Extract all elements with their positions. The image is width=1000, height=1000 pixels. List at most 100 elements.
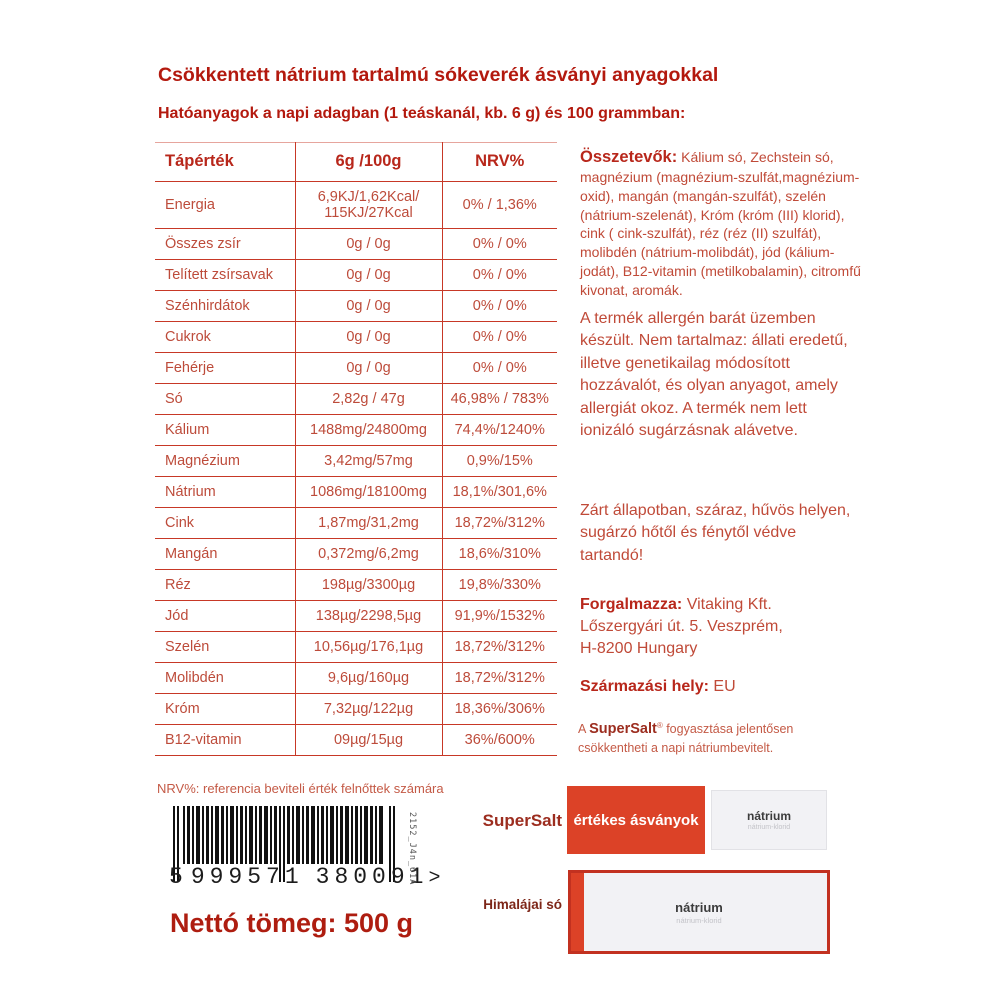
nutrient-amount: 0g / 0g [294,290,442,322]
nutrient-name: Réz [155,569,295,601]
claim-paragraph: A SuperSalt® fogyasztása jelentősen csök… [578,720,860,756]
table-row: Magnézium 3,42mg/57mg 0,9%/15% [155,445,557,477]
nutrient-amount: 138µg/2298,5µg [294,600,442,632]
table-row: Cukrok 0g / 0g 0% / 0% [155,321,557,353]
nutrient-amount: 1086mg/18100mg [294,476,442,508]
nutrient-name: Összes zsír [155,228,295,260]
registered-mark: ® [656,720,663,730]
table-header-row: Tápérték 6g /100g NRV% [155,142,557,182]
nutrient-nrv: 0,9%/15% [441,445,557,477]
nutrient-nrv: 0% / 0% [441,259,557,291]
table-row: Szénhirdátok 0g / 0g 0% / 0% [155,290,557,322]
barcode-side-code: 2152_J4n_61A [407,812,417,886]
col-header-nutrient: Tápérték [155,142,295,182]
nutrient-amount: 10,56µg/176,1µg [294,631,442,663]
nutrient-nrv: 18,72%/312% [441,631,557,663]
nutrient-amount: 0g / 0g [294,259,442,291]
comparison-minerals-box: értékes ásványok [567,786,705,854]
himalayan-box-main: nátrium [675,899,723,915]
nutrient-amount: 0g / 0g [294,352,442,384]
table-row: Jód 138µg/2298,5µg 91,9%/1532% [155,600,557,632]
nutrient-name: Króm [155,693,295,725]
page-subtitle: Hatóanyagok a napi adagban (1 teáskanál,… [158,105,686,122]
nutrient-name: Kálium [155,414,295,446]
nutrient-name: Molibdén [155,662,295,694]
table-row: Króm 7,32µg/122µg 18,36%/306% [155,693,557,725]
comparison-sodium-box-supersalt: nátrium nátrium-klorid [711,790,827,850]
nutrient-amount: 3,42mg/57mg [294,445,442,477]
nutrient-nrv: 74,4%/1240% [441,414,557,446]
nutrient-amount: 0,372mg/6,2mg [294,538,442,570]
nutrient-nrv: 91,9%/1532% [441,600,557,632]
col-header-nrv: NRV% [441,142,557,182]
minerals-strip [571,873,584,951]
page-title: Csökkentett nátrium tartalmú sókeverék á… [158,64,719,86]
col-header-amount: 6g /100g [294,142,442,182]
sodium-box-sub: nátrium-klorid [747,824,791,831]
distributor-address2: H-8200 Hungary [580,640,698,658]
claim-prefix: A [578,722,590,736]
table-row: Nátrium 1086mg/18100mg 18,1%/301,6% [155,476,557,508]
nutrient-name: Cink [155,507,295,539]
table-row: Szelén 10,56µg/176,1µg 18,72%/312% [155,631,557,663]
nutrient-name: Mangán [155,538,295,570]
barcode-digit-lead: 5 [169,864,183,890]
table-row: Telített zsírsavak 0g / 0g 0% / 0% [155,259,557,291]
ingredients-paragraph: Összetevők: Kálium só, Zechstein só, mag… [580,146,864,299]
barcode-bars-image [173,806,395,882]
nutrient-name: Cukrok [155,321,295,353]
nutrient-nrv: 19,8%/330% [441,569,557,601]
nutrient-nrv: 18,36%/306% [441,693,557,725]
nutrient-nrv: 0% / 0% [441,228,557,260]
claim-brand: SuperSalt [589,721,657,737]
comparison-row1-label: SuperSalt [482,811,562,830]
table-row: Cink 1,87mg/31,2mg 18,72%/312% [155,507,557,539]
nutrient-name: Telített zsírsavak [155,259,295,291]
nutrient-nrv: 18,72%/312% [441,662,557,694]
nutrient-name: Szénhirdátok [155,290,295,322]
net-weight: Nettó tömeg: 500 g [170,908,414,938]
nutrient-name: Fehérje [155,352,295,384]
nutrient-amount: 198µg/3300µg [294,569,442,601]
barcode-digit-group1: 999571 [190,864,304,890]
nutrient-amount: 0g / 0g [294,228,442,260]
table-row: Só 2,82g / 47g 46,98% / 783% [155,383,557,415]
table-row: Kálium 1488mg/24800mg 74,4%/1240% [155,414,557,446]
table-row: Réz 198µg/3300µg 19,8%/330% [155,569,557,601]
barcode: 5 999571 380091 > 2152_J4n_61A [165,802,455,902]
table-row: B12-vitamin 09µg/15µg 36%/600% [155,724,557,756]
nutrient-amount: 2,82g / 47g [294,383,442,415]
nutrient-name: Szelén [155,631,295,663]
nutrition-table: Tápérték 6g /100g NRV% Energia 6,9KJ/1,6… [155,142,557,756]
origin-label: Származási hely: [580,678,709,695]
distributor-address1: Lőszergyári út. 5. Veszprém, [580,618,783,636]
nutrient-amount: 09µg/15µg [294,724,442,756]
distributor-label: Forgalmazza: [580,596,683,613]
nutrient-nrv: 18,1%/301,6% [441,476,557,508]
nutrient-nrv: 0% / 0% [441,290,557,322]
nutrient-amount: 7,32µg/122µg [294,693,442,725]
storage-paragraph: Zárt állapotban, száraz, hűvös helyen, s… [580,502,851,564]
nutrient-nrv: 0% / 1,36% [441,181,557,229]
nutrient-name: Jód [155,600,295,632]
nutrient-name: Nátrium [155,476,295,508]
nutrient-amount: 1,87mg/31,2mg [294,507,442,539]
distributor-name: Vitaking Kft. [682,596,772,613]
nutrient-nrv: 36%/600% [441,724,557,756]
distributor-paragraph: Forgalmazza: Vitaking Kft. Lőszergyári ú… [580,594,858,660]
nutrient-nrv: 0% / 0% [441,321,557,353]
table-row: Energia 6,9KJ/1,62Kcal/ 115KJ/27Kcal 0% … [155,181,557,229]
table-row: Mangán 0,372mg/6,2mg 18,6%/310% [155,538,557,570]
nutrient-name: Só [155,383,295,415]
nutrient-amount: 6,9KJ/1,62Kcal/ 115KJ/27Kcal [294,181,442,229]
origin-paragraph: Származási hely: EU [580,678,858,696]
table-row: Összes zsír 0g / 0g 0% / 0% [155,228,557,260]
table-row: Molibdén 9,6µg/160µg 18,72%/312% [155,662,557,694]
comparison-sodium-box-himalayan: nátrium nátrium-klorid [568,870,830,954]
table-row: Fehérje 0g / 0g 0% / 0% [155,352,557,384]
allergen-paragraph: A termék allergén barát üzemben készült.… [580,310,848,439]
barcode-digits: 5 999571 380091 > [169,864,440,890]
nutrient-nrv: 0% / 0% [441,352,557,384]
nutrient-amount: 9,6µg/160µg [294,662,442,694]
